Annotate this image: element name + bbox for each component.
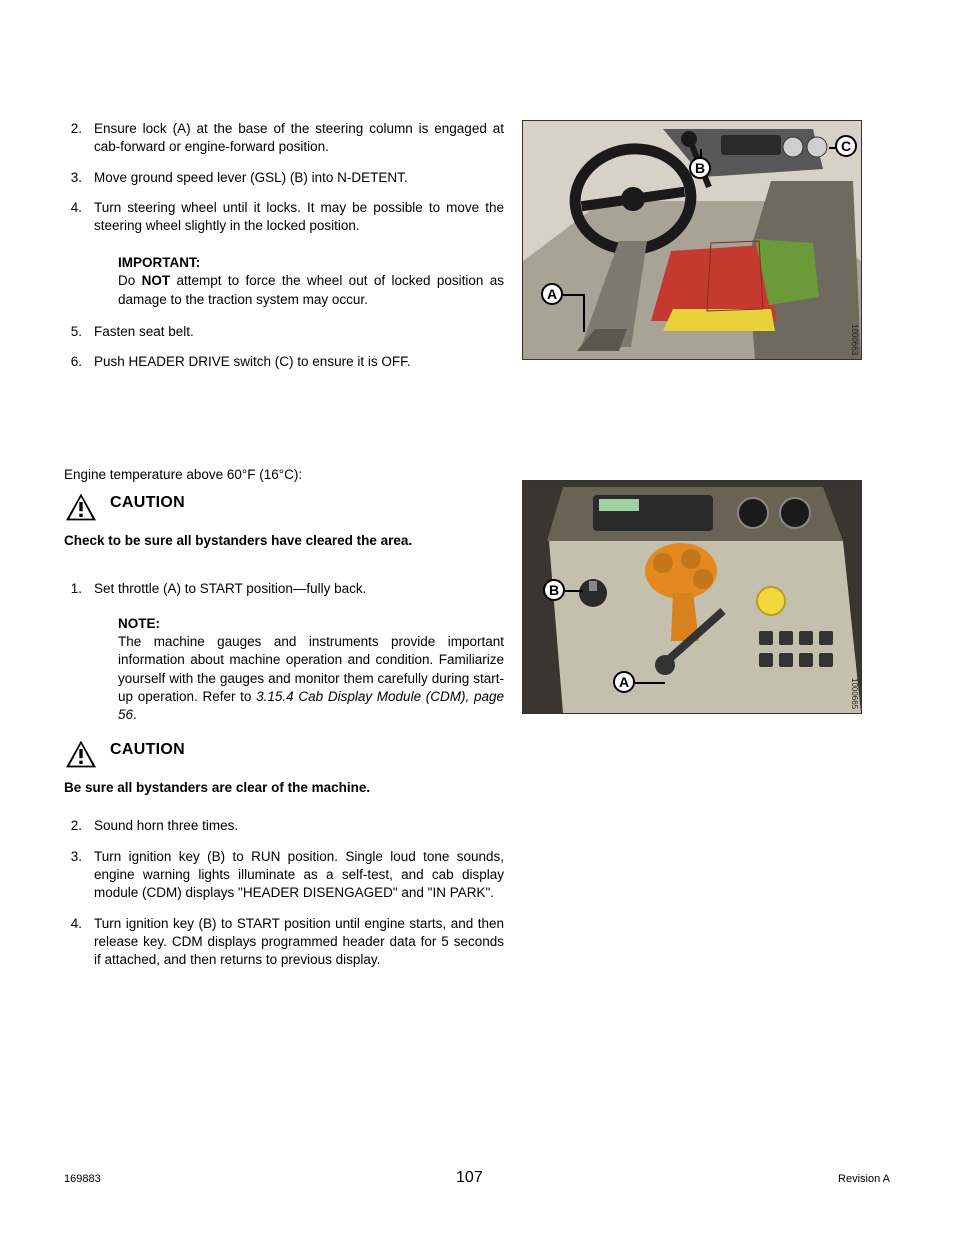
step-2: 2. Ensure lock (A) at the base of the st… (64, 120, 504, 157)
callout-b-line (700, 149, 702, 159)
important-post: attempt to force the wheel out of locked… (118, 273, 504, 306)
step-text: Set throttle (A) to START position—fully… (94, 580, 504, 598)
page-number: 107 (456, 1169, 483, 1187)
note-block: NOTE: The machine gauges and instruments… (118, 615, 504, 725)
step-number: 4. (64, 915, 82, 970)
step-number: 2. (64, 120, 82, 157)
callout-b2-line (565, 590, 583, 592)
content-columns: 2. Ensure lock (A) at the base of the st… (64, 120, 890, 982)
step-3: 3. Move ground speed lever (GSL) (B) int… (64, 169, 504, 187)
important-block: IMPORTANT: Do NOT attempt to force the w… (118, 254, 504, 309)
warning-triangle-icon (64, 492, 98, 522)
important-not: NOT (142, 273, 171, 288)
step-d3: 3. Turn ignition key (B) to RUN position… (64, 848, 504, 903)
step-6: 6. Push HEADER DRIVE switch (C) to ensur… (64, 353, 504, 371)
note-label: NOTE: (118, 615, 504, 633)
figure-1-svg (523, 121, 861, 359)
warning-triangle-icon (64, 739, 98, 769)
step-text: Move ground speed lever (GSL) (B) into N… (94, 169, 504, 187)
step-4: 4. Turn steering wheel until it locks. I… (64, 199, 504, 236)
step-number: 3. (64, 848, 82, 903)
caution-body: Be sure all bystanders are clear of the … (64, 779, 504, 797)
right-column: A B C 1000663 (522, 120, 882, 982)
step-5: 5. Fasten seat belt. (64, 323, 504, 341)
step-number: 5. (64, 323, 82, 341)
page-footer: 169883 107 Revision A (64, 1169, 890, 1187)
step-text: Turn ignition key (B) to START position … (94, 915, 504, 970)
footer-right: Revision A (838, 1173, 890, 1185)
step-number: 2. (64, 817, 82, 835)
note-body: The machine gauges and instruments provi… (118, 633, 504, 725)
callout-a-line2 (583, 294, 585, 332)
callout-a-line (563, 294, 585, 296)
caution-label: CAUTION (110, 739, 185, 761)
step-d2: 2. Sound horn three times. (64, 817, 504, 835)
caution-row-2: CAUTION (64, 739, 504, 769)
step-text: Turn ignition key (B) to RUN position. S… (94, 848, 504, 903)
figure-console: A B 1000665 (522, 480, 862, 714)
caution-label: CAUTION (110, 492, 185, 514)
figure-2-svg (523, 481, 861, 713)
step-c1: 1. Set throttle (A) to START position—fu… (64, 580, 504, 598)
callout-c: C (835, 135, 857, 157)
important-body: Do NOT attempt to force the wheel out of… (118, 272, 504, 309)
caution-body: Check to be sure all bystanders have cle… (64, 532, 504, 550)
page: 2. Ensure lock (A) at the base of the st… (0, 0, 954, 1235)
step-number: 6. (64, 353, 82, 371)
important-label: IMPORTANT: (118, 254, 504, 272)
engine-temp-intro: Engine temperature above 60°F (16°C): (64, 466, 504, 484)
figure-id: 1000665 (850, 678, 859, 709)
step-text: Push HEADER DRIVE switch (C) to ensure i… (94, 353, 504, 371)
callout-b: B (543, 579, 565, 601)
callout-a2-line (635, 682, 665, 684)
footer-left: 169883 (64, 1173, 101, 1185)
note-post: . (133, 707, 137, 722)
step-number: 1. (64, 580, 82, 598)
step-number: 3. (64, 169, 82, 187)
important-pre: Do (118, 273, 142, 288)
step-text: Ensure lock (A) at the base of the steer… (94, 120, 504, 157)
step-text: Turn steering wheel until it locks. It m… (94, 199, 504, 236)
figure-cab-interior: A B C 1000663 (522, 120, 862, 360)
step-d4: 4. Turn ignition key (B) to START positi… (64, 915, 504, 970)
figure-id: 1000663 (850, 324, 859, 355)
step-text: Fasten seat belt. (94, 323, 504, 341)
callout-b: B (689, 157, 711, 179)
callout-a: A (541, 283, 563, 305)
left-column: 2. Ensure lock (A) at the base of the st… (64, 120, 504, 982)
step-text: Sound horn three times. (94, 817, 504, 835)
caution-row-1: CAUTION (64, 492, 504, 522)
step-number: 4. (64, 199, 82, 236)
callout-a: A (613, 671, 635, 693)
callout-c-line (829, 147, 837, 149)
